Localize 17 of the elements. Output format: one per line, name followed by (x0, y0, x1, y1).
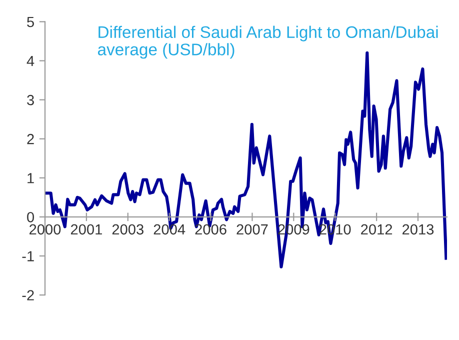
text: Differential of Saudi Arab Light to Oman/Dubai average (USD/bbl) (98, 26, 438, 59)
x-tick-label: 2001 (70, 224, 102, 235)
y-tick-label: -2 (22, 290, 34, 300)
x-tick-label: 2004 (154, 224, 186, 235)
y-tick-label: 0 (27, 212, 34, 222)
x-tick-label: 2000 (30, 224, 61, 235)
x-tick-label: 2003 (112, 224, 144, 235)
y-tick-label: 4 (26, 56, 34, 66)
x-tick-label: 2007 (236, 224, 268, 235)
x-tick-label: 2013 (402, 224, 434, 235)
y-tick-label: 3 (27, 94, 34, 106)
y-tick-label: 5 (27, 16, 34, 28)
y-tick-label: -1 (22, 251, 34, 262)
y-tick-label: 2 (27, 134, 34, 144)
x-tick-label: 2006 (195, 224, 226, 235)
y-tick-label: 1 (28, 173, 34, 184)
x-tick-label: 2012 (361, 224, 392, 235)
